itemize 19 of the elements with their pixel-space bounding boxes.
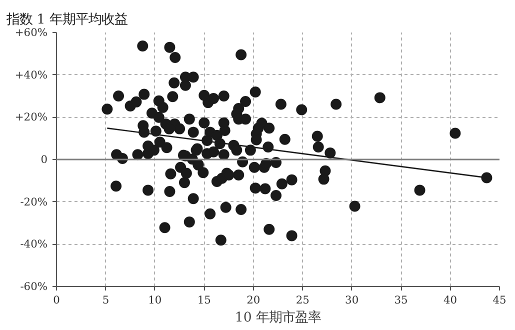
y-tick-label: -40%	[20, 238, 48, 251]
y-tick-label: +20%	[14, 110, 48, 124]
x-tick-label: 25	[296, 294, 310, 306]
y-tick-label: 0	[40, 153, 48, 166]
x-tick-label: 20	[246, 294, 260, 306]
x-axis-title: 10 年期市盈率	[234, 310, 322, 326]
x-tick-label: 0	[53, 294, 60, 306]
x-tick-label: 10	[148, 294, 162, 306]
x-tick-label: 35	[394, 294, 408, 306]
y-axis-title: 指数 1 年期平均收益	[6, 12, 128, 28]
x-tick-label: 45	[492, 294, 506, 306]
y-tick-label: -60%	[20, 280, 48, 293]
x-tick-label: 5	[102, 294, 110, 306]
y-tick-label: +60%	[14, 26, 48, 39]
x-tick-label: 40	[444, 294, 458, 306]
y-tick-label: -20%	[20, 195, 48, 208]
y-tick-label: +40%	[14, 68, 48, 82]
x-tick-label: 15	[197, 294, 211, 306]
x-tick-label: 30	[345, 294, 359, 306]
